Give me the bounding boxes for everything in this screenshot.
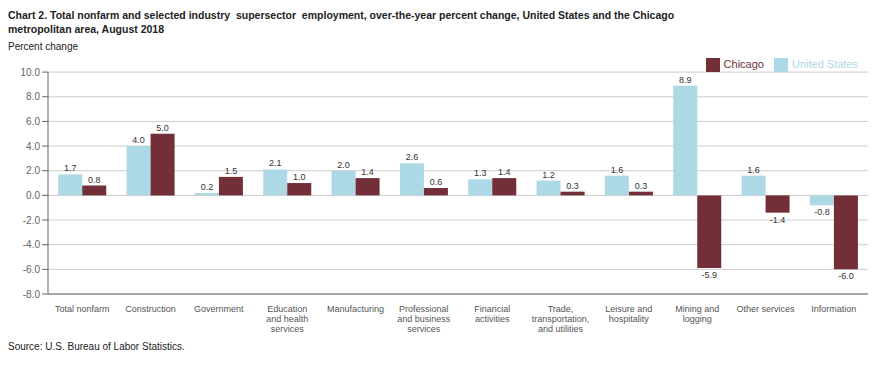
svg-text:-4.0: -4.0 [23,239,41,250]
svg-text:-0.8: -0.8 [814,207,830,217]
svg-text:Educationand healthservices: Educationand healthservices [266,304,308,334]
svg-text:0.3: 0.3 [635,181,648,191]
svg-text:Mining andlogging: Mining andlogging [675,304,719,324]
svg-text:2.6: 2.6 [406,152,419,162]
html-text:Chart 2. Total nonfarm and sel: Chart 2. Total nonfarm and selected indu… [8,9,675,35]
svg-text:0.0: 0.0 [26,190,40,201]
svg-text:0.2: 0.2 [201,182,214,192]
svg-text:1.0: 1.0 [293,172,306,182]
svg-text:8.9: 8.9 [679,75,692,85]
svg-text:1.6: 1.6 [611,165,624,175]
svg-text:1.6: 1.6 [747,165,760,175]
svg-text:Information: Information [811,304,856,314]
svg-text:5.0: 5.0 [156,123,169,133]
html-text:Chicago: Chicago [723,58,764,70]
svg-text:Other services: Other services [736,304,795,314]
svg-text:2.0: 2.0 [337,160,350,170]
svg-text:1.7: 1.7 [64,163,77,173]
svg-text:2.0: 2.0 [26,165,40,176]
svg-text:4.0: 4.0 [132,135,145,145]
svg-text:0.3: 0.3 [566,181,579,191]
svg-text:Manufacturing: Manufacturing [327,304,384,314]
html-text:Source: U.S. Bureau of Labor S: Source: U.S. Bureau of Labor Statistics. [8,341,185,352]
svg-text:6.0: 6.0 [26,116,40,127]
svg-text:Construction: Construction [125,304,176,314]
svg-text:-6.0: -6.0 [23,264,41,275]
svg-text:-5.9: -5.9 [701,270,717,280]
html-text:United States: United States [792,58,858,70]
svg-text:Total nonfarm: Total nonfarm [55,304,110,314]
svg-text:-6.0: -6.0 [838,271,854,281]
svg-text:Professionaland businessservic: Professionaland businessservices [397,304,451,334]
svg-text:Leisure andhospitality: Leisure andhospitality [605,304,652,324]
svg-text:4.0: 4.0 [26,141,40,152]
svg-text:Government: Government [194,304,244,314]
svg-text:1.4: 1.4 [498,167,511,177]
svg-text:10.0: 10.0 [21,67,41,78]
svg-text:1.3: 1.3 [474,168,487,178]
svg-text:-8.0: -8.0 [23,289,41,300]
svg-text:-1.4: -1.4 [770,215,786,225]
html-text:Percent change: Percent change [8,41,79,52]
svg-text:8.0: 8.0 [26,91,40,102]
svg-text:0.8: 0.8 [88,175,101,185]
svg-text:Trade,transportation,and utili: Trade,transportation,and utilities [532,304,590,334]
svg-text:0.6: 0.6 [430,177,443,187]
svg-text:Financialactivities: Financialactivities [474,304,510,324]
svg-text:1.2: 1.2 [542,170,555,180]
svg-text:1.4: 1.4 [361,167,374,177]
svg-text:2.1: 2.1 [269,158,282,168]
svg-text:1.5: 1.5 [225,166,238,176]
svg-text:-2.0: -2.0 [23,215,41,226]
